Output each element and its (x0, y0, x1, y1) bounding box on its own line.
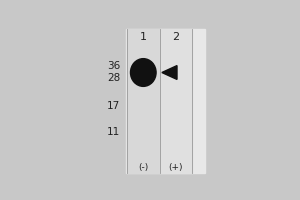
Ellipse shape (136, 64, 151, 81)
Bar (160, 29, 192, 173)
Text: 1: 1 (140, 32, 147, 42)
Ellipse shape (132, 60, 155, 85)
Text: 17: 17 (107, 101, 120, 111)
Ellipse shape (133, 61, 154, 84)
Text: 11: 11 (107, 127, 120, 137)
Ellipse shape (134, 63, 152, 82)
Bar (127, 29, 160, 173)
Text: 28: 28 (107, 73, 120, 83)
Text: (-): (-) (138, 163, 148, 172)
Ellipse shape (130, 59, 156, 86)
Text: 2: 2 (172, 32, 179, 42)
Bar (126, 29, 205, 173)
Text: (+): (+) (169, 163, 183, 172)
Ellipse shape (137, 66, 150, 79)
Text: 36: 36 (107, 61, 120, 71)
Ellipse shape (140, 68, 147, 77)
Polygon shape (162, 66, 177, 79)
Ellipse shape (138, 67, 148, 78)
